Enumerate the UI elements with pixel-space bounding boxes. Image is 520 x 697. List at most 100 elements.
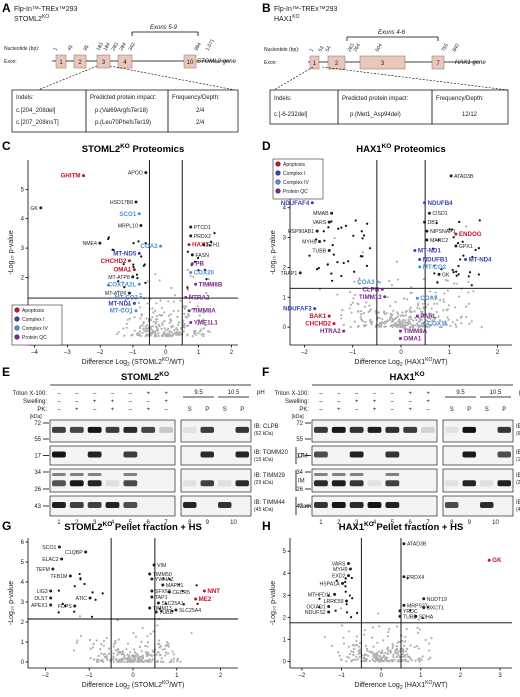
panel-c-point [187, 314, 190, 317]
panel-d-protein-label: CISD1 [432, 211, 447, 217]
panel-h-label-dot [487, 558, 491, 562]
panel-c-point [149, 318, 152, 321]
panel-h-point [391, 646, 394, 650]
panel-d-sig-point [468, 271, 472, 274]
panel-c-protein-label: OMA1 [113, 267, 131, 274]
panel-g-point [97, 654, 100, 657]
panel-d-title: HAX1KO Proteomics [356, 143, 445, 155]
panel-letter-a: A [2, 1, 11, 15]
panel-d-y-tick-label: 4 [283, 206, 287, 212]
panel-g-point [76, 639, 79, 642]
panel-d-point [389, 324, 392, 328]
panel-c-protein-label: TIMM8B [199, 281, 223, 288]
panel-g-label-dot [84, 550, 88, 554]
panel-d-protein-label: HSP90AB1 [288, 229, 314, 235]
panel-d-sig-point [353, 270, 356, 273]
panel-g-y-tick-label: 6 [21, 540, 25, 546]
panel-h-sig-point [344, 577, 347, 580]
panel-h-point [396, 652, 399, 655]
panel-d-sig-point [344, 224, 348, 227]
panel-e-band [69, 502, 84, 508]
panel-h-point [415, 645, 418, 648]
panel-d-protein-label: MARC2 [430, 238, 448, 244]
panel-h-protein-label: GK [492, 557, 502, 564]
panel-c-point [167, 334, 170, 337]
panel-d-protein-label: GPX1 [459, 244, 473, 250]
panel-h-point [406, 647, 409, 650]
panel-g-point [118, 658, 121, 661]
panel-g-sig-point [181, 589, 184, 593]
panel-c-point [159, 314, 162, 317]
panel-c-point [176, 315, 179, 319]
panel-h-point [342, 642, 346, 645]
panel-c-x-tick-label: –2 [97, 350, 104, 356]
panel-c-point [176, 333, 180, 336]
panel-h-point [367, 654, 370, 658]
panel-e-treatment-label: Triton X-100: [13, 391, 48, 397]
panel-c-label-dot [187, 309, 191, 313]
panel-b-nt-label: 504 [375, 43, 384, 53]
panel-c-protein-label: MRPL10 [118, 224, 138, 230]
panel-h-sig-point [350, 576, 353, 580]
panel-g-label-dot [49, 589, 53, 593]
panel-h-point [348, 656, 351, 659]
panel-a-zoom-line-left [37, 65, 98, 91]
panel-h-sig-point [335, 579, 338, 582]
panel-f-western-blot: HAX1KO Triton X-100: – – – – – + + Swelling: – – + + –… [275, 371, 520, 526]
panel-d-point [341, 309, 344, 312]
panel-d-point [409, 291, 412, 295]
panel-c-point [169, 313, 172, 316]
panel-h-point [428, 649, 431, 652]
panel-c-sig-point [197, 269, 200, 272]
panel-g-point [133, 660, 136, 663]
panel-c-point [186, 316, 189, 319]
panel-c-point [207, 278, 210, 281]
panel-c-point [156, 329, 159, 332]
panel-h-point [401, 640, 404, 643]
panel-d-point [451, 320, 454, 324]
panel-h-point [381, 659, 384, 662]
panel-c-point [179, 299, 182, 302]
panel-h-point [416, 626, 419, 629]
panel-c-point [168, 321, 171, 325]
panel-h-title-rest: Pellet fraction + HS [374, 522, 464, 533]
panel-d-label-dot [464, 257, 468, 261]
panel-h-protein-label: MYH9 [333, 567, 348, 573]
panel-d-point [422, 315, 425, 319]
panel-g-sig-point [91, 591, 94, 594]
panel-g-point [161, 660, 165, 664]
panel-h-point [380, 658, 383, 661]
panel-h-point [390, 658, 393, 662]
panel-h-label-dot [402, 575, 406, 579]
panel-h-point [389, 650, 393, 654]
panel-h-point [394, 649, 397, 652]
panel-h-sig-point [406, 577, 409, 580]
panel-c-protein-label: MT-CO3 [115, 294, 139, 301]
panel-d-sig-point [365, 264, 369, 268]
panel-d-point [430, 295, 433, 298]
panel-letter-f: F [262, 365, 269, 379]
panel-e-western-blot: STOML2KO Triton X-100: – – – – – + + Swelling: – – +… [13, 371, 315, 526]
panel-d-label-dot [423, 201, 427, 205]
panel-d-point [409, 315, 412, 318]
panel-d-point [378, 324, 381, 327]
panel-g-point [146, 635, 149, 638]
panel-g-y-tick-label: 4 [21, 580, 25, 586]
panel-c-sig-point [107, 284, 110, 287]
panel-d-point [416, 303, 420, 307]
panel-d-point [413, 324, 417, 327]
panel-e-treatment-sign: – [111, 391, 115, 397]
panel-e-marker-label: 26 [34, 487, 41, 493]
panel-g-label-dot [150, 595, 154, 599]
panel-f-lane-number: 5 [391, 520, 395, 526]
panel-g-point [159, 660, 163, 663]
panel-d-label-dot [298, 271, 302, 275]
panel-d-point [442, 309, 445, 312]
panel-e-compartment-label: OM [298, 454, 308, 460]
panel-c-point [138, 306, 142, 309]
panel-d-label-dot [418, 265, 422, 269]
panel-e-band [200, 480, 214, 487]
panel-h-point [395, 625, 399, 628]
panel-d-sig-point [462, 254, 465, 257]
panel-d-title-sup: KO [382, 143, 392, 150]
